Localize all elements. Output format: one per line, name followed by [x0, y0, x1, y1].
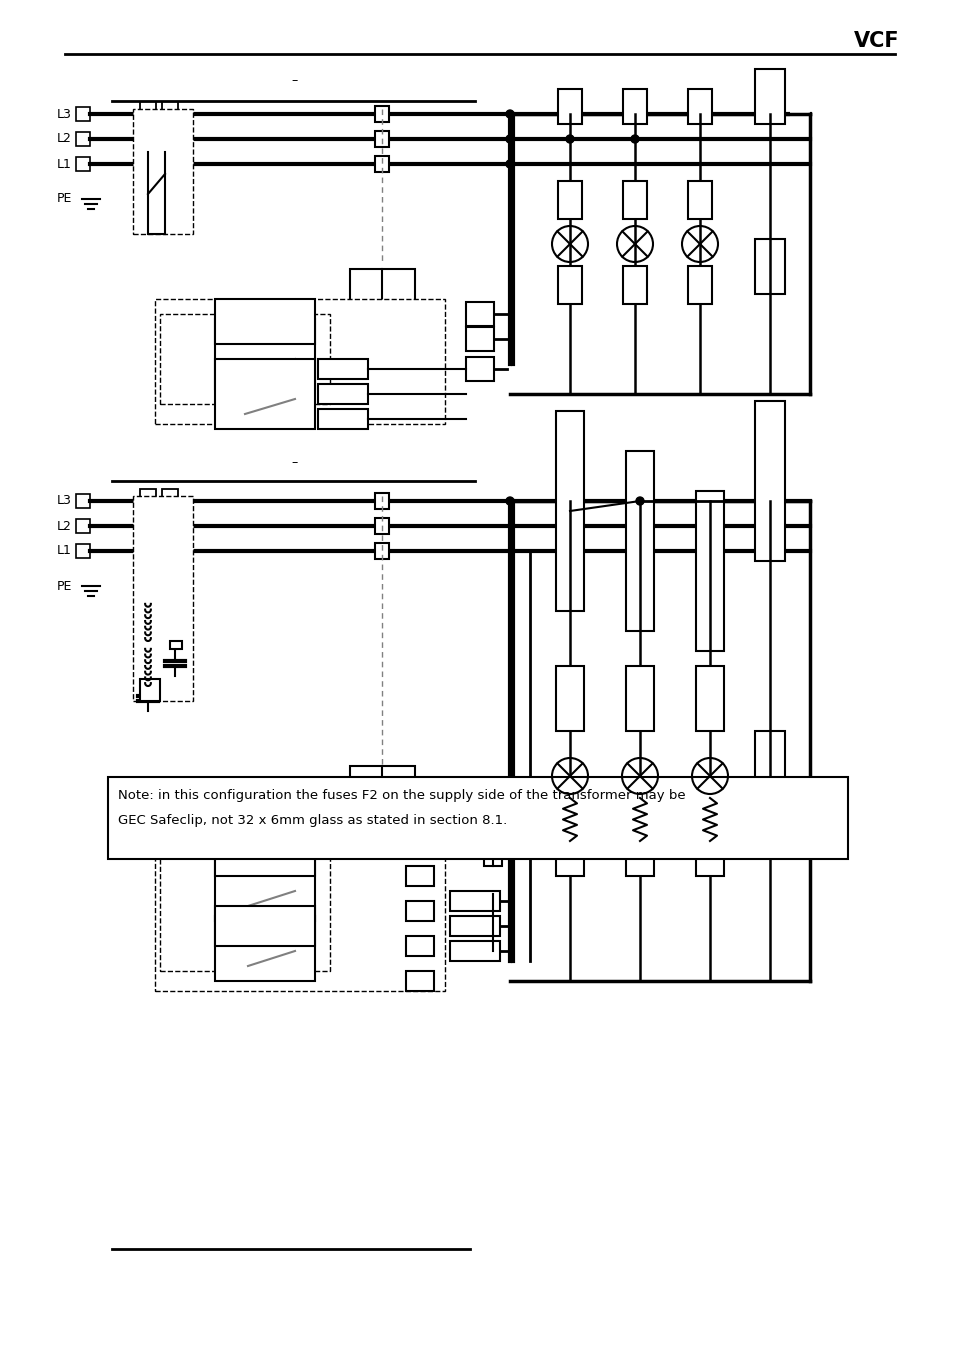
- Bar: [140, 514, 156, 538]
- Bar: [140, 488, 156, 513]
- Bar: [687, 89, 711, 124]
- Circle shape: [505, 135, 514, 143]
- Bar: [625, 666, 654, 731]
- Bar: [350, 766, 415, 811]
- Text: L2: L2: [57, 519, 71, 533]
- Text: VCF: VCF: [854, 31, 899, 51]
- Bar: [754, 731, 784, 851]
- Text: L1: L1: [57, 545, 71, 557]
- Bar: [625, 844, 654, 876]
- Bar: [317, 409, 368, 429]
- Bar: [170, 641, 182, 649]
- Bar: [160, 831, 330, 971]
- Bar: [132, 109, 193, 233]
- Bar: [558, 181, 581, 219]
- Bar: [375, 518, 389, 534]
- Bar: [162, 540, 178, 563]
- Bar: [754, 401, 784, 561]
- Bar: [558, 266, 581, 304]
- Bar: [754, 239, 784, 294]
- Bar: [140, 103, 156, 125]
- Bar: [160, 314, 330, 403]
- Bar: [450, 890, 499, 911]
- Circle shape: [505, 496, 514, 505]
- Circle shape: [565, 135, 574, 143]
- Circle shape: [636, 496, 643, 505]
- Bar: [450, 916, 499, 936]
- Bar: [76, 132, 90, 146]
- Bar: [483, 838, 501, 866]
- Text: L3: L3: [57, 495, 71, 507]
- Bar: [162, 488, 178, 513]
- Bar: [350, 268, 415, 314]
- Bar: [76, 156, 90, 171]
- Bar: [214, 836, 314, 876]
- Bar: [406, 936, 434, 956]
- Bar: [76, 544, 90, 558]
- Bar: [687, 266, 711, 304]
- Bar: [406, 866, 434, 886]
- Bar: [375, 544, 389, 558]
- Bar: [140, 127, 156, 151]
- Bar: [154, 816, 444, 992]
- Bar: [558, 89, 581, 124]
- Bar: [132, 496, 193, 701]
- Bar: [622, 181, 646, 219]
- Bar: [406, 901, 434, 921]
- Bar: [108, 777, 847, 859]
- Bar: [556, 411, 583, 611]
- Bar: [622, 89, 646, 124]
- Circle shape: [630, 135, 639, 143]
- Text: L1: L1: [57, 158, 71, 170]
- Bar: [140, 679, 160, 701]
- Bar: [556, 666, 583, 731]
- Bar: [214, 359, 314, 429]
- Bar: [214, 318, 314, 389]
- Bar: [696, 491, 723, 652]
- Bar: [696, 666, 723, 731]
- Bar: [162, 514, 178, 538]
- Bar: [556, 844, 583, 876]
- Text: PE: PE: [56, 193, 71, 205]
- Bar: [214, 916, 314, 981]
- Bar: [214, 907, 314, 946]
- Bar: [406, 971, 434, 992]
- Text: L2: L2: [57, 132, 71, 146]
- Bar: [162, 103, 178, 125]
- Bar: [214, 857, 314, 921]
- Bar: [76, 107, 90, 121]
- Bar: [687, 181, 711, 219]
- Bar: [140, 540, 156, 563]
- Text: –: –: [292, 456, 297, 469]
- Bar: [76, 519, 90, 533]
- Bar: [625, 451, 654, 631]
- Bar: [162, 152, 178, 175]
- Bar: [622, 266, 646, 304]
- Text: Note: in this configuration the fuses F2 on the supply side of the transformer m: Note: in this configuration the fuses F2…: [118, 789, 685, 803]
- Bar: [450, 942, 499, 960]
- Bar: [317, 359, 368, 379]
- Bar: [465, 357, 494, 380]
- Bar: [76, 494, 90, 509]
- Bar: [465, 302, 494, 326]
- Bar: [317, 384, 368, 403]
- Text: L3: L3: [57, 108, 71, 120]
- Bar: [140, 152, 156, 175]
- Bar: [696, 844, 723, 876]
- Bar: [789, 109, 809, 119]
- Bar: [754, 69, 784, 124]
- Bar: [375, 156, 389, 173]
- Bar: [154, 299, 444, 424]
- Text: PE: PE: [56, 580, 71, 592]
- Bar: [214, 299, 314, 344]
- Bar: [375, 131, 389, 147]
- Bar: [375, 492, 389, 509]
- Circle shape: [505, 111, 514, 117]
- Circle shape: [505, 161, 514, 169]
- Text: –: –: [292, 74, 297, 86]
- Bar: [465, 326, 494, 351]
- Text: GEC Safeclip, not 32 x 6mm glass as stated in section 8.1.: GEC Safeclip, not 32 x 6mm glass as stat…: [118, 813, 507, 827]
- Bar: [162, 127, 178, 151]
- Bar: [375, 107, 389, 121]
